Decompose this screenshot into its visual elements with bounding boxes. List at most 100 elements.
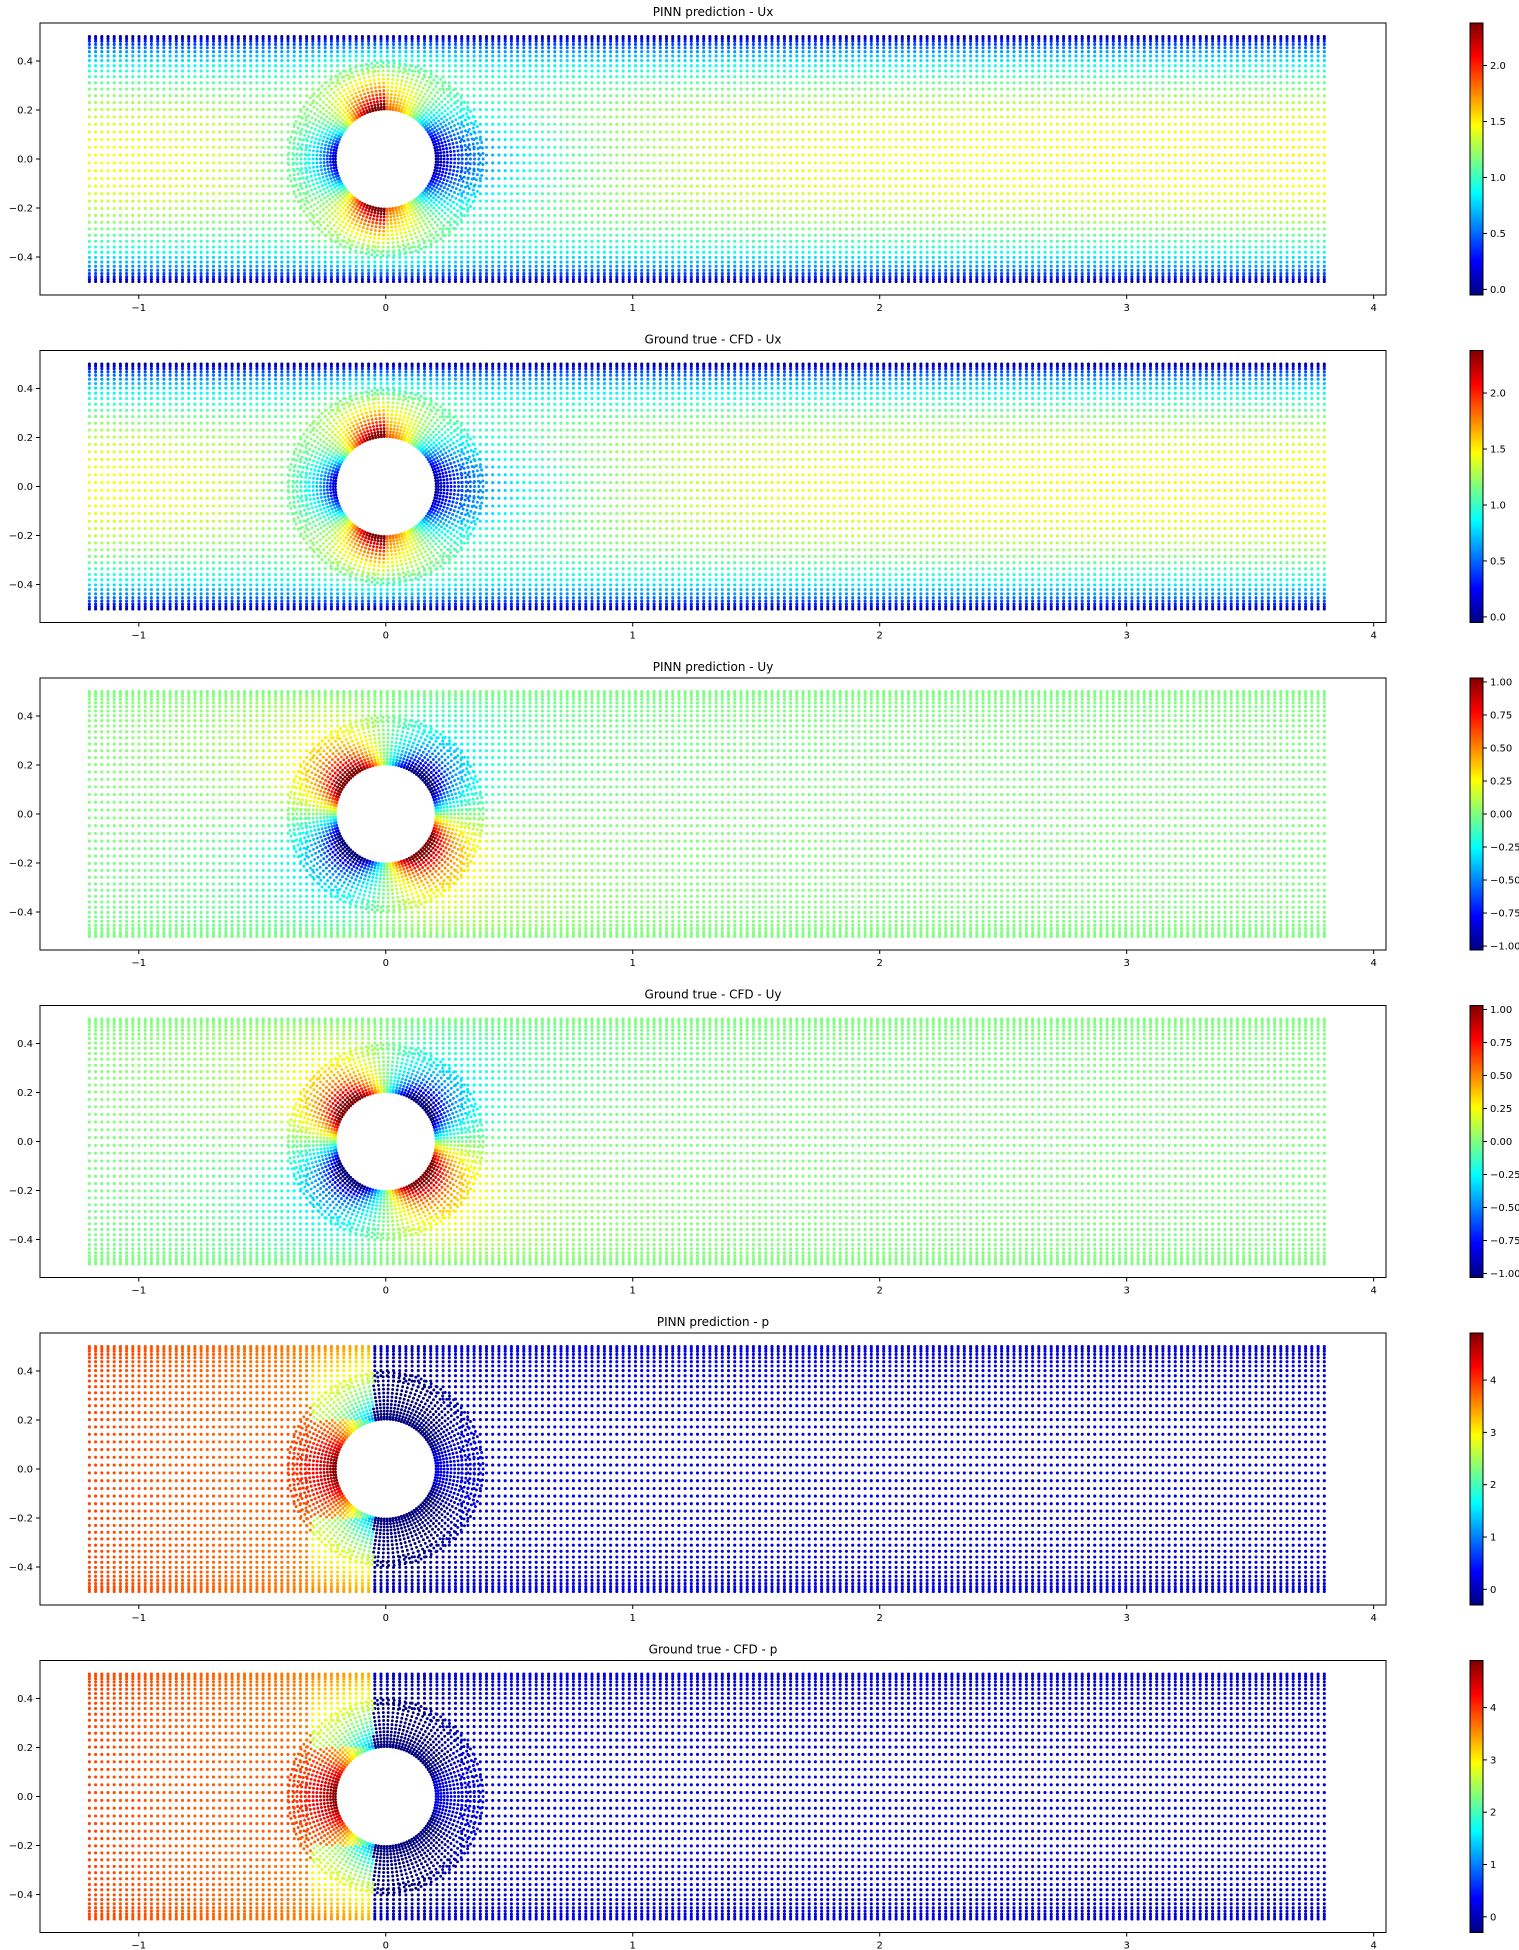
scatter-point	[131, 130, 135, 134]
scatter-point	[776, 279, 780, 284]
scatter-point	[224, 176, 228, 181]
scatter-point	[919, 275, 923, 279]
scatter-point	[193, 169, 197, 173]
scatter-point	[962, 233, 966, 237]
scatter-point	[969, 145, 973, 149]
scatter-point	[280, 275, 284, 279]
scatter-point	[689, 239, 693, 243]
scatter-point	[1186, 275, 1190, 279]
scatter-point	[1254, 245, 1258, 249]
scatter-point	[925, 233, 929, 237]
scatter-point	[329, 268, 333, 272]
scatter-point	[1049, 268, 1053, 272]
scatter-point	[627, 250, 631, 254]
scatter-point	[1285, 130, 1289, 134]
scatter-point	[875, 206, 880, 210]
scatter-point	[509, 153, 513, 157]
scatter-point	[758, 176, 762, 181]
scatter-point	[863, 206, 867, 210]
scatter-point	[1322, 161, 1326, 165]
scatter-point	[621, 169, 625, 173]
scatter-point	[882, 169, 886, 173]
scatter-point	[1279, 184, 1283, 188]
scatter-point	[131, 227, 135, 231]
scatter-point	[1167, 206, 1171, 210]
scatter-point	[385, 264, 389, 268]
scatter-point	[751, 220, 755, 224]
scatter-point	[1086, 277, 1091, 281]
scatter-point	[137, 176, 141, 181]
scatter-point	[987, 130, 991, 134]
scatter-point	[726, 206, 731, 210]
scatter-point	[410, 264, 414, 268]
scatter-point	[1037, 122, 1041, 126]
scatter-point	[590, 250, 594, 254]
scatter-point	[640, 272, 644, 276]
scatter-point	[944, 206, 948, 210]
scatter-point	[1316, 176, 1320, 181]
scatter-point	[1155, 245, 1159, 249]
scatter-point	[503, 213, 507, 217]
scatter-point	[1099, 161, 1103, 165]
scatter-point	[1111, 250, 1115, 254]
scatter-point	[224, 161, 228, 165]
scatter-point	[168, 272, 172, 276]
scatter-point	[826, 264, 830, 268]
scatter-point	[1037, 220, 1041, 224]
scatter-point	[509, 260, 513, 264]
scatter-point	[218, 137, 222, 142]
scatter-point	[162, 268, 166, 272]
scatter-point	[1000, 145, 1004, 149]
scatter-point	[1248, 199, 1252, 203]
scatter-point	[1142, 130, 1146, 134]
scatter-point	[1198, 145, 1202, 149]
scatter-point	[255, 272, 259, 276]
scatter-point	[1105, 153, 1109, 157]
scatter-point	[1248, 233, 1252, 237]
scatter-point	[764, 277, 768, 281]
scatter-point	[1111, 130, 1115, 134]
scatter-point	[1031, 245, 1035, 249]
scatter-point	[714, 264, 718, 268]
scatter-point	[1179, 199, 1184, 203]
scatter-point	[317, 277, 321, 281]
scatter-point	[795, 275, 799, 279]
scatter-point	[782, 233, 786, 237]
scatter-point	[491, 233, 495, 237]
scatter-point	[1086, 279, 1091, 284]
scatter-point	[137, 184, 141, 188]
scatter-point	[1068, 268, 1072, 272]
scatter-point	[882, 145, 886, 149]
scatter-point	[720, 184, 724, 188]
scatter-point	[559, 176, 563, 181]
scatter-point	[1074, 199, 1078, 203]
scatter-point	[156, 122, 160, 126]
scatter-point	[720, 268, 724, 272]
scatter-point	[218, 277, 222, 281]
scatter-point	[1223, 184, 1227, 188]
scatter-point	[168, 277, 172, 281]
scatter-point	[1179, 245, 1184, 249]
scatter-point	[764, 260, 768, 264]
scatter-point	[1161, 161, 1165, 165]
scatter-point	[1291, 233, 1295, 237]
scatter-point	[584, 264, 588, 268]
scatter-point	[193, 277, 197, 281]
scatter-point	[584, 255, 588, 259]
scatter-point	[621, 153, 625, 157]
scatter-point	[261, 239, 265, 243]
scatter-point	[1254, 213, 1258, 217]
scatter-point	[100, 275, 104, 279]
scatter-point	[360, 275, 364, 279]
scatter-point	[118, 130, 122, 134]
scatter-point	[956, 275, 960, 279]
scatter-point	[770, 199, 774, 203]
scatter-point	[1304, 145, 1308, 149]
scatter-point	[689, 176, 693, 181]
scatter-point	[534, 176, 538, 181]
scatter-point	[516, 220, 520, 224]
scatter-point	[441, 277, 445, 281]
scatter-point	[956, 220, 960, 224]
scatter-point	[211, 176, 216, 181]
scatter-point	[286, 184, 290, 188]
